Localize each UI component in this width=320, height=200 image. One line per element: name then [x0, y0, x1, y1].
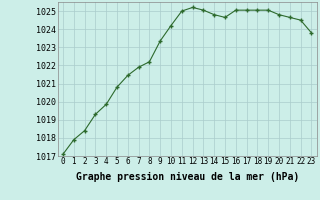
- X-axis label: Graphe pression niveau de la mer (hPa): Graphe pression niveau de la mer (hPa): [76, 172, 299, 182]
